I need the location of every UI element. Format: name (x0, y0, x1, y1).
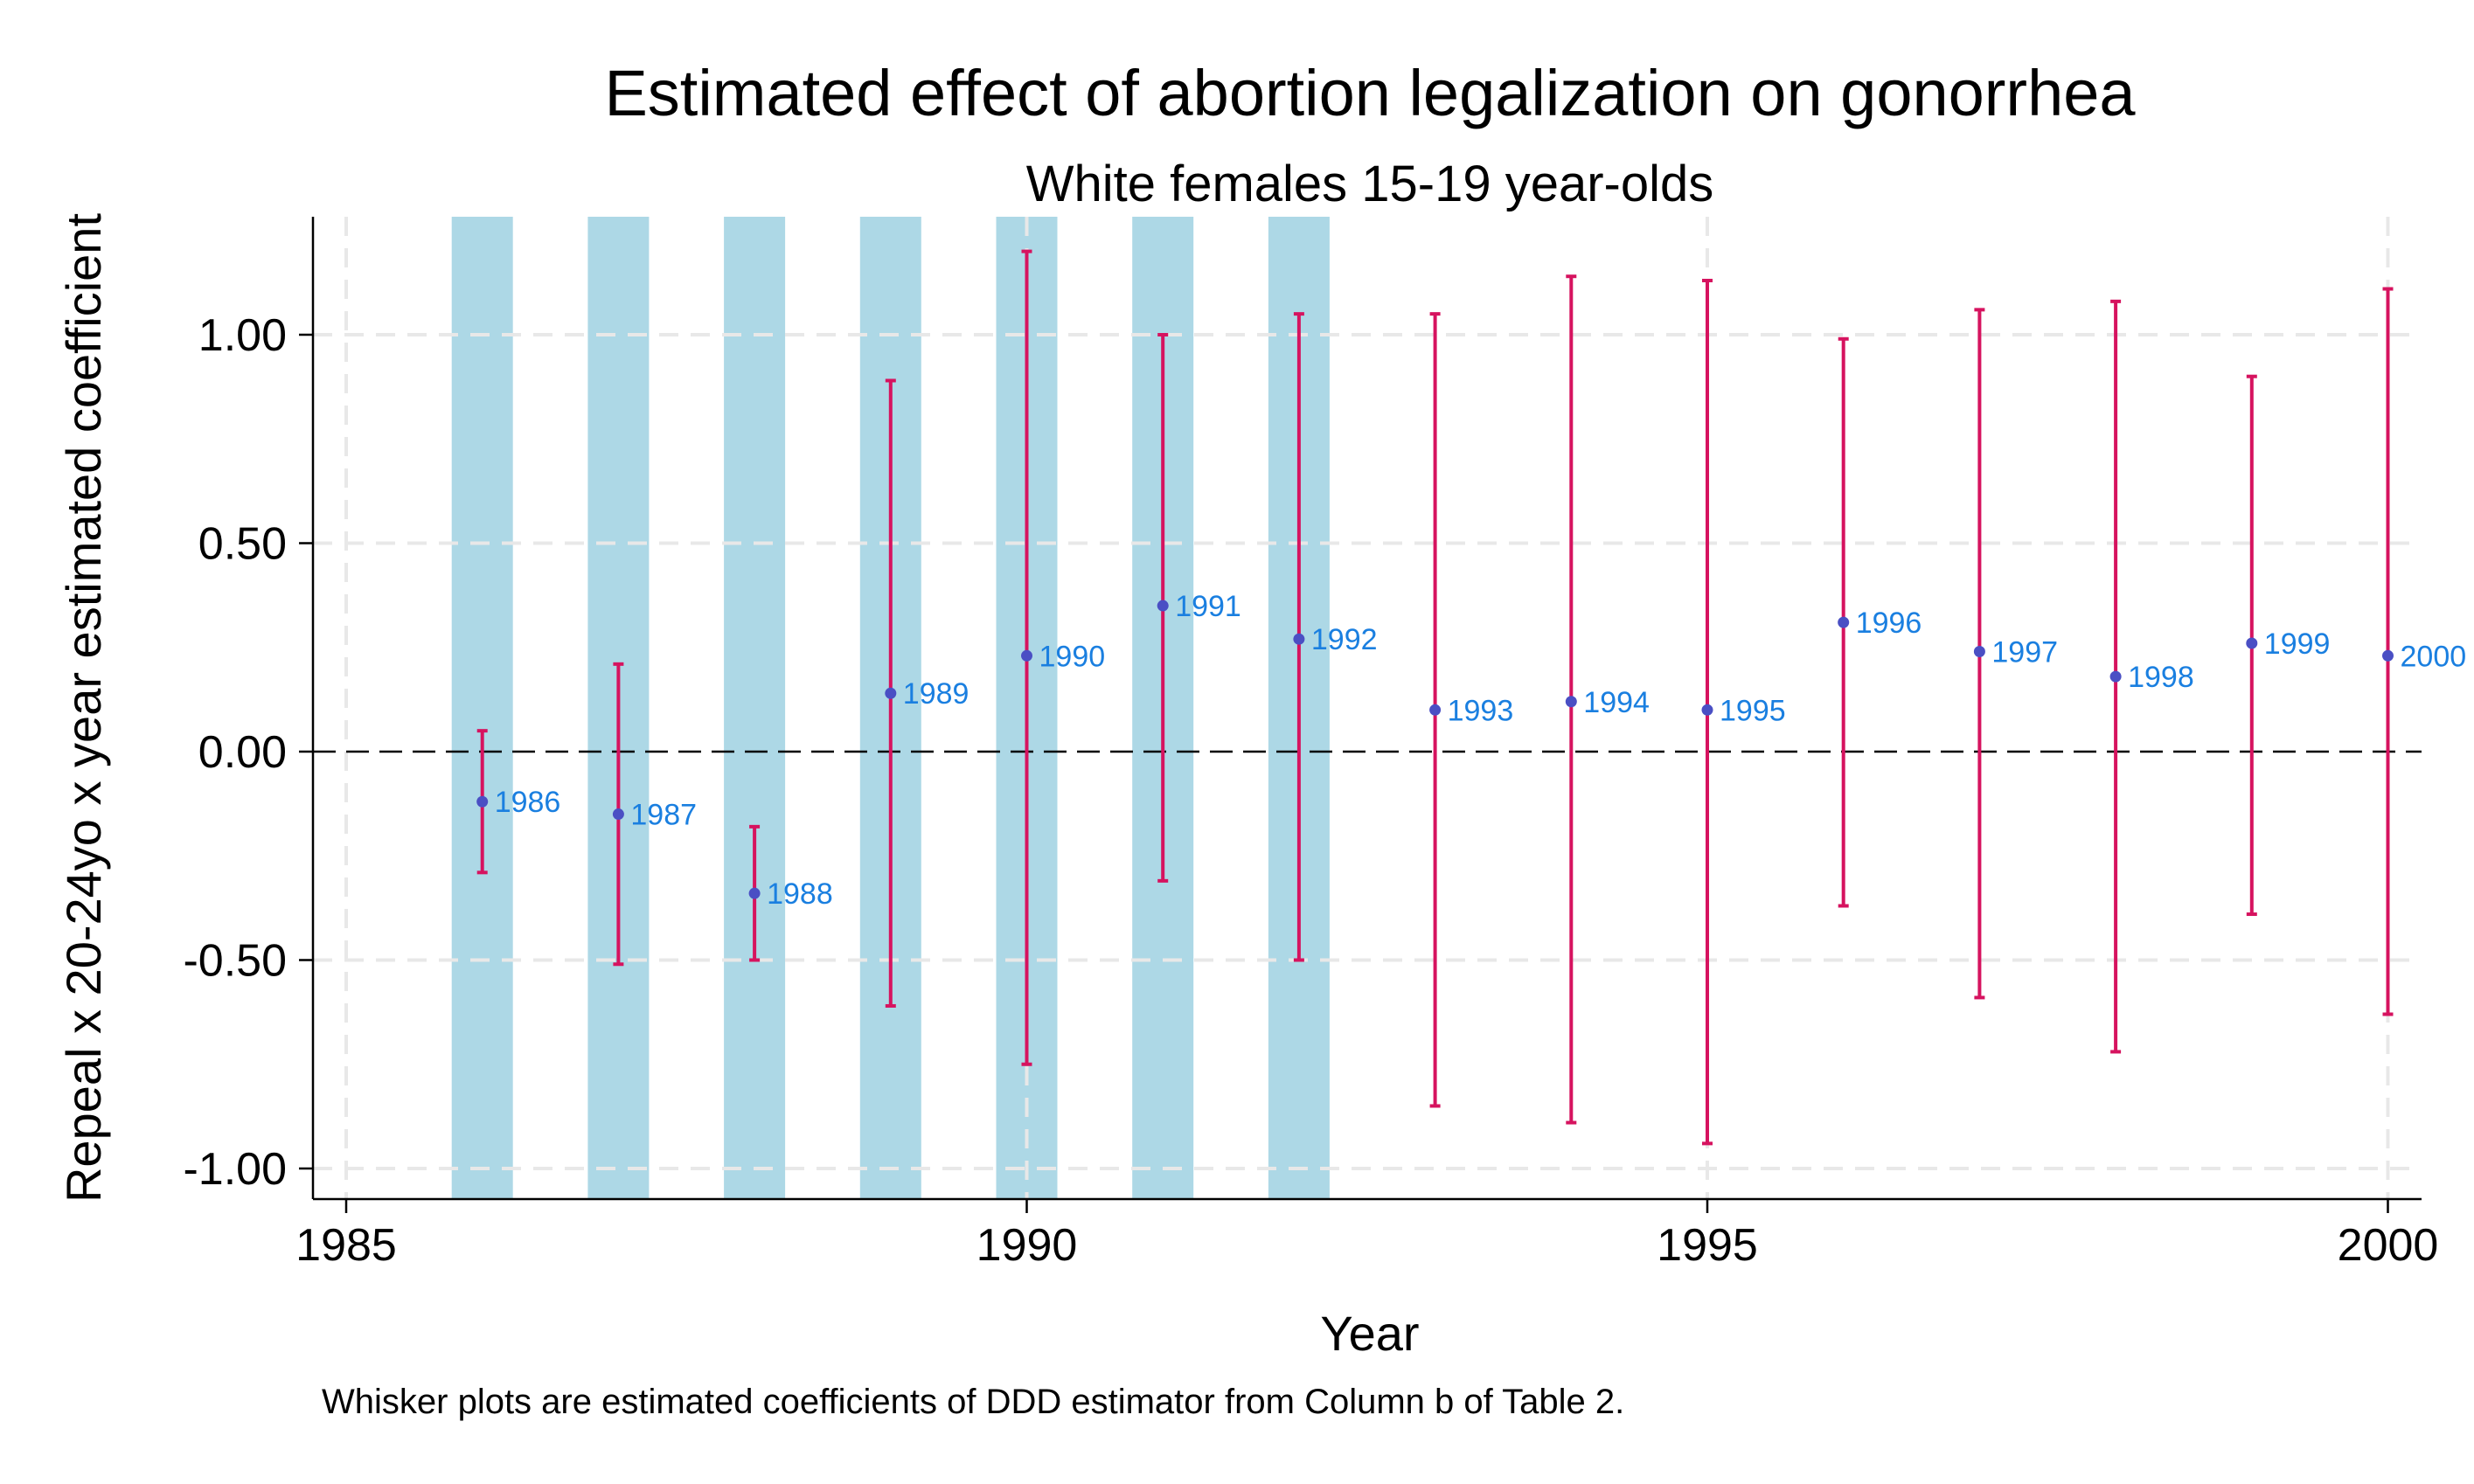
chart-note: Whisker plots are estimated coefficients… (322, 1383, 1624, 1421)
point-label-1991: 1991 (1175, 590, 1241, 623)
point-1986 (476, 795, 489, 808)
axes (311, 217, 2422, 1201)
x-ticks: 1985 1990 1995 2000 (295, 1199, 2438, 1271)
point-1992 (1293, 633, 1305, 645)
point-label-2000: 2000 (2401, 640, 2467, 673)
x-tick-label: 1995 (1657, 1220, 1758, 1271)
point-1993 (1429, 704, 1442, 716)
point-label-1998: 1998 (2128, 661, 2194, 694)
point-label-1987: 1987 (630, 799, 697, 832)
x-tick-label: 2000 (2338, 1220, 2439, 1271)
point-1994 (1565, 696, 1577, 708)
point-label-1986: 1986 (495, 786, 561, 819)
shaded-band-1988 (724, 217, 786, 1199)
points: 1986 1987 1988 1989 1990 1991 1992 1993 1994 1995… (476, 590, 2466, 911)
point-label-1994: 1994 (1583, 686, 1650, 719)
point-1991 (1157, 600, 1169, 612)
y-tick-label: 0.00 (198, 727, 287, 778)
point-1995 (1701, 704, 1713, 716)
chart-subtitle: White females 15-19 year-olds (1026, 156, 1714, 212)
point-1996 (1838, 616, 1850, 628)
point-label-1996: 1996 (1856, 607, 1922, 640)
shaded-band-1986 (451, 217, 513, 1199)
chart-title: Estimated effect of abortion legalizatio… (604, 57, 2136, 129)
point-1990 (1021, 649, 1032, 662)
point-1989 (885, 687, 897, 699)
point-label-1993: 1993 (1448, 694, 1514, 727)
x-axis-label: Year (1320, 1306, 1419, 1361)
point-1988 (748, 887, 761, 899)
point-1987 (612, 808, 624, 821)
point-label-1988: 1988 (767, 877, 833, 911)
x-tick-label: 1990 (976, 1220, 1078, 1271)
point-1997 (1973, 646, 1985, 658)
point-label-1989: 1989 (903, 677, 969, 711)
point-label-1999: 1999 (2264, 628, 2331, 661)
point-2000 (2382, 649, 2394, 662)
y-tick-label: 0.50 (198, 519, 287, 570)
point-1999 (2246, 637, 2258, 649)
point-label-1995: 1995 (1720, 694, 1786, 727)
y-ticks: 1.00 0.50 0.00 -0.50 -1.00 (183, 310, 313, 1195)
point-1998 (2109, 670, 2122, 683)
point-label-1997: 1997 (1991, 636, 2058, 669)
point-label-1992: 1992 (1311, 623, 1378, 656)
point-label-1990: 1990 (1039, 640, 1106, 673)
y-tick-label: -1.00 (183, 1144, 287, 1195)
y-axis-label: Repeal x 20-24yo x year estimated coeffi… (56, 213, 111, 1203)
x-tick-label: 1985 (295, 1220, 397, 1271)
y-tick-label: 1.00 (198, 310, 287, 361)
y-tick-label: -0.50 (183, 936, 287, 987)
